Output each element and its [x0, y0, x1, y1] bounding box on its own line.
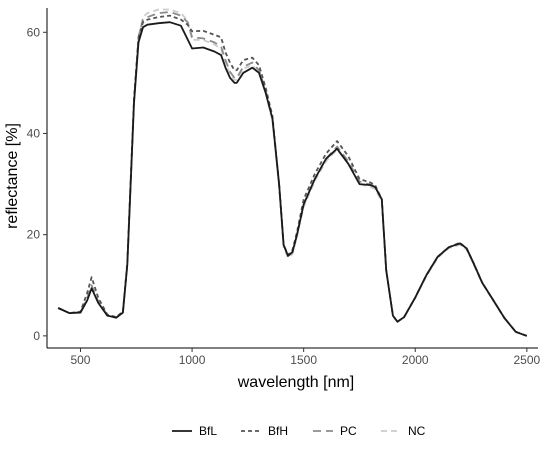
x-ticks: 500 1000 1500 2000 2500: [70, 348, 541, 367]
legend-label-bfh: BfH: [268, 424, 288, 438]
y-tick-label: 60: [27, 25, 41, 39]
x-tick-label: 2500: [513, 353, 540, 367]
y-tick-label: 40: [27, 126, 41, 140]
series-line-nc: [57, 8, 528, 337]
legend-label-bfl: BfL: [199, 424, 217, 438]
series-line-bfl: [57, 21, 528, 337]
plot-area: 500 1000 1500 2000 2500 0 20 40 60: [27, 8, 541, 367]
y-axis-title: reflectance [%]: [4, 123, 21, 229]
x-axis-title: wavelength [nm]: [237, 374, 355, 391]
legend-label-nc: NC: [408, 424, 426, 438]
y-tick-label: 0: [33, 329, 40, 343]
legend: BfL BfH PC NC: [172, 424, 426, 438]
x-tick-label: 500: [70, 353, 90, 367]
legend-label-pc: PC: [340, 424, 357, 438]
series-line-bfh: [57, 14, 528, 337]
series-layer: [57, 8, 528, 337]
x-tick-label: 2000: [402, 353, 429, 367]
y-tick-label: 20: [27, 228, 41, 242]
y-ticks: 0 20 40 60: [27, 25, 47, 343]
series-line-pc: [57, 11, 528, 337]
x-tick-label: 1500: [290, 353, 317, 367]
x-tick-label: 1000: [179, 353, 206, 367]
